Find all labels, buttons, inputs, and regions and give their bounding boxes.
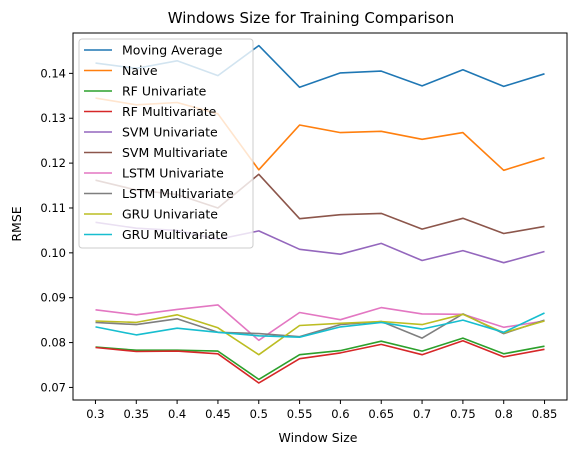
legend-label-rf-multivariate: RF Multivariate [122,104,217,119]
y-tick-label: 0.07 [40,380,66,394]
plot-lines [95,44,545,384]
legend-label-rf-univariate: RF Univariate [122,84,207,99]
legend-label-naive: Naive [122,63,158,78]
legend-label-lstm-multivariate: LSTM Multivariate [122,186,234,201]
x-tick-label: 0.75 [450,407,476,421]
x-axis: 0.3 0.35 0.4 0.45 0.5 0.55 0.6 0.65 0.7 0.75 0.8 0.… [86,400,557,421]
x-tick-label: 0.85 [532,407,558,421]
x-tick-label: 0.4 [168,407,186,421]
series-line-rf-univariate [95,337,545,381]
x-tick-label: 0.65 [368,407,394,421]
y-tick-label: 0.11 [40,201,66,215]
legend: Moving Average Naive RF Univariate RF Multi… [78,38,254,249]
y-tick-label: 0.09 [40,291,66,305]
series-line-rf-multivariate [95,339,545,384]
x-tick-label: 0.6 [331,407,349,421]
x-tick-label: 0.7 [413,407,431,421]
legend-label-svm-multivariate: SVM Multivariate [122,145,228,160]
y-tick-label: 0.12 [40,156,66,170]
plot-frame [72,32,568,401]
x-tick-label: 0.55 [287,407,313,421]
y-tick-label: 0.08 [40,336,66,350]
x-tick-label: 0.5 [250,407,268,421]
chart-title: Windows Size for Training Comparison [168,9,454,27]
x-tick-label: 0.3 [86,407,104,421]
series-line-gru-univariate [95,313,545,356]
legend-label-gru-multivariate: GRU Multivariate [122,227,228,242]
legend-label-svm-univariate: SVM Univariate [122,125,218,140]
series-line-gru-multivariate [95,312,545,339]
x-tick-label: 0.45 [205,407,231,421]
x-tick-label: 0.8 [495,407,513,421]
y-tick-label: 0.14 [40,66,66,80]
legend-label-gru-univariate: GRU Univariate [122,207,218,222]
legend-label-lstm-univariate: LSTM Univariate [122,166,224,181]
y-axis-label: RMSE [9,206,24,241]
legend-label-moving-average: Moving Average [122,43,223,58]
y-axis: 0.07 0.08 0.09 0.10 0.11 0.12 0.13 0.14 [40,66,73,394]
x-axis-label: Window Size [279,430,358,445]
y-tick-label: 0.13 [40,111,66,125]
y-tick-label: 0.10 [40,246,66,260]
x-tick-label: 0.35 [123,407,149,421]
legend-box [78,38,254,249]
